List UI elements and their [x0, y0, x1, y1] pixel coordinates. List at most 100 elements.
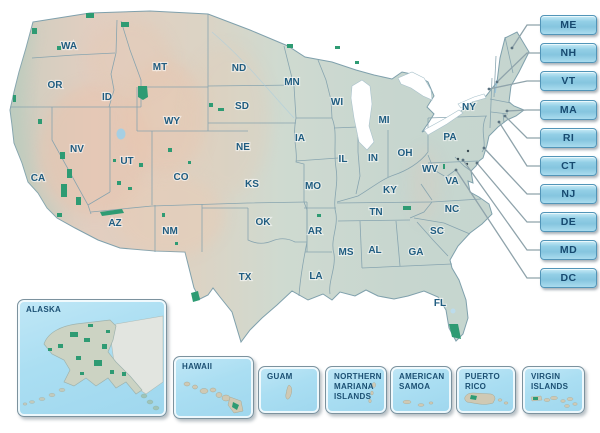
- callout-leader-lines: [454, 24, 540, 279]
- state-button-label: MA: [559, 104, 578, 116]
- inset-american-samoa[interactable]: AMERICAN SAMOA: [390, 366, 452, 414]
- state-button-dc[interactable]: DC: [540, 268, 597, 288]
- great-salt-lake: [116, 128, 126, 140]
- leader-line-ct: [498, 121, 540, 167]
- state-label-sd[interactable]: SD: [234, 100, 250, 113]
- state-label-ne[interactable]: NE: [235, 141, 251, 154]
- state-label-ks[interactable]: KS: [244, 178, 260, 191]
- inset-northern-mariana-islands[interactable]: NORTHERN MARIANA ISLANDS: [325, 366, 387, 414]
- inset-american-samoa-label: AMERICAN SAMOA: [399, 372, 445, 391]
- state-label-mo[interactable]: MO: [304, 180, 323, 193]
- state-label-nm[interactable]: NM: [161, 225, 179, 238]
- virgin-islands-shape: [530, 395, 578, 408]
- missouri-river: [211, 31, 295, 119]
- state-label-pa[interactable]: PA: [442, 131, 457, 144]
- state-label-fl[interactable]: FL: [433, 297, 447, 310]
- state-button-label: VT: [561, 75, 576, 87]
- state-label-ga[interactable]: GA: [407, 246, 424, 259]
- inset-virgin-islands-label: VIRGIN ISLANDS: [531, 372, 569, 391]
- state-label-tx[interactable]: TX: [238, 271, 253, 284]
- american-samoa-islands-shape: [402, 400, 434, 407]
- guam-island-shape: [285, 384, 292, 400]
- inset-hawaii[interactable]: HAWAII: [173, 356, 254, 419]
- state-label-ca[interactable]: CA: [30, 172, 47, 185]
- leader-dot-md: [461, 158, 465, 162]
- state-button-ct[interactable]: CT: [540, 156, 597, 176]
- state-button-label: RI: [562, 132, 575, 144]
- leader-line-md: [462, 159, 540, 251]
- city-dots: [456, 149, 470, 166]
- state-label-ut[interactable]: UT: [119, 155, 135, 168]
- inset-hawaii-label: HAWAII: [182, 362, 213, 371]
- inset-guam[interactable]: GUAM: [258, 366, 320, 414]
- inset-alaska-label: ALASKA: [26, 305, 62, 314]
- state-label-tn[interactable]: TN: [368, 206, 384, 219]
- leader-dot-nh: [495, 80, 499, 84]
- state-button-ma[interactable]: MA: [540, 100, 597, 120]
- state-label-in[interactable]: IN: [367, 152, 379, 165]
- state-label-az[interactable]: AZ: [107, 217, 123, 230]
- leader-line-nj: [483, 147, 540, 195]
- inset-virgin-islands[interactable]: VIRGIN ISLANDS: [522, 366, 585, 414]
- state-button-label: CT: [561, 160, 576, 172]
- leader-line-dc: [455, 169, 540, 279]
- puerto-rico-island-shape: [464, 392, 509, 405]
- leader-dot-me: [510, 46, 514, 50]
- leader-dot-ri: [503, 114, 507, 118]
- inset-alaska[interactable]: ALASKA: [17, 299, 167, 417]
- state-button-nj[interactable]: NJ: [540, 184, 597, 204]
- state-label-wi[interactable]: WI: [330, 96, 345, 109]
- state-label-va[interactable]: VA: [444, 175, 459, 188]
- state-label-wv[interactable]: WV: [421, 163, 440, 176]
- leader-dot-ct: [497, 120, 501, 124]
- state-button-de[interactable]: DE: [540, 212, 597, 232]
- state-button-vt[interactable]: VT: [540, 71, 597, 91]
- state-label-al[interactable]: AL: [367, 244, 383, 257]
- leader-line-nh: [496, 52, 540, 83]
- state-button-label: MD: [559, 244, 578, 256]
- state-button-nh[interactable]: NH: [540, 43, 597, 63]
- state-label-wy[interactable]: WY: [163, 115, 182, 128]
- state-label-mn[interactable]: MN: [283, 76, 301, 89]
- state-label-or[interactable]: OR: [46, 79, 64, 92]
- lake-okeechobee: [450, 308, 456, 314]
- alaska-map-shape: [22, 315, 164, 411]
- state-label-ar[interactable]: AR: [307, 225, 324, 238]
- state-label-ia[interactable]: IA: [294, 132, 306, 145]
- leader-dot-dc: [454, 168, 458, 172]
- state-label-la[interactable]: LA: [308, 270, 324, 283]
- state-label-il[interactable]: IL: [337, 153, 348, 166]
- state-label-mt[interactable]: MT: [152, 61, 169, 74]
- state-label-ky[interactable]: KY: [382, 184, 398, 197]
- inset-puerto-rico[interactable]: PUERTO RICO: [456, 366, 516, 414]
- state-label-wa[interactable]: WA: [60, 40, 78, 53]
- state-label-nv[interactable]: NV: [69, 143, 85, 156]
- state-label-sc[interactable]: SC: [429, 225, 445, 238]
- state-label-co[interactable]: CO: [172, 171, 189, 184]
- great-lakes: [350, 71, 487, 151]
- leader-dot-nj: [482, 146, 486, 150]
- inset-northern-mariana-islands-label: NORTHERN MARIANA ISLANDS: [334, 372, 382, 401]
- state-button-label: NH: [560, 47, 577, 59]
- state-label-nd[interactable]: ND: [231, 62, 248, 75]
- state-labels: WA OR CA NV ID MT WY UT CO AZ NM ND SD NE KS OK TX MN IA MO…: [30, 40, 478, 310]
- leader-line-ri: [504, 115, 540, 139]
- state-button-me[interactable]: ME: [540, 15, 597, 35]
- state-label-ok[interactable]: OK: [254, 216, 272, 229]
- state-button-label: NJ: [561, 188, 576, 200]
- state-label-ny[interactable]: NY: [461, 101, 477, 114]
- leader-dot-ma: [505, 109, 509, 113]
- state-button-ri[interactable]: RI: [540, 128, 597, 148]
- state-label-ms[interactable]: MS: [337, 246, 355, 259]
- state-label-mi[interactable]: MI: [377, 114, 391, 127]
- leader-line-de: [476, 162, 540, 223]
- inset-guam-label: GUAM: [267, 372, 293, 381]
- state-button-md[interactable]: MD: [540, 240, 597, 260]
- hawaii-islands-shape: [183, 381, 244, 414]
- state-button-label: ME: [560, 19, 577, 31]
- state-button-label: DC: [560, 272, 577, 284]
- state-label-oh[interactable]: OH: [396, 147, 413, 160]
- state-label-id[interactable]: ID: [101, 91, 113, 104]
- state-label-nc[interactable]: NC: [444, 203, 461, 216]
